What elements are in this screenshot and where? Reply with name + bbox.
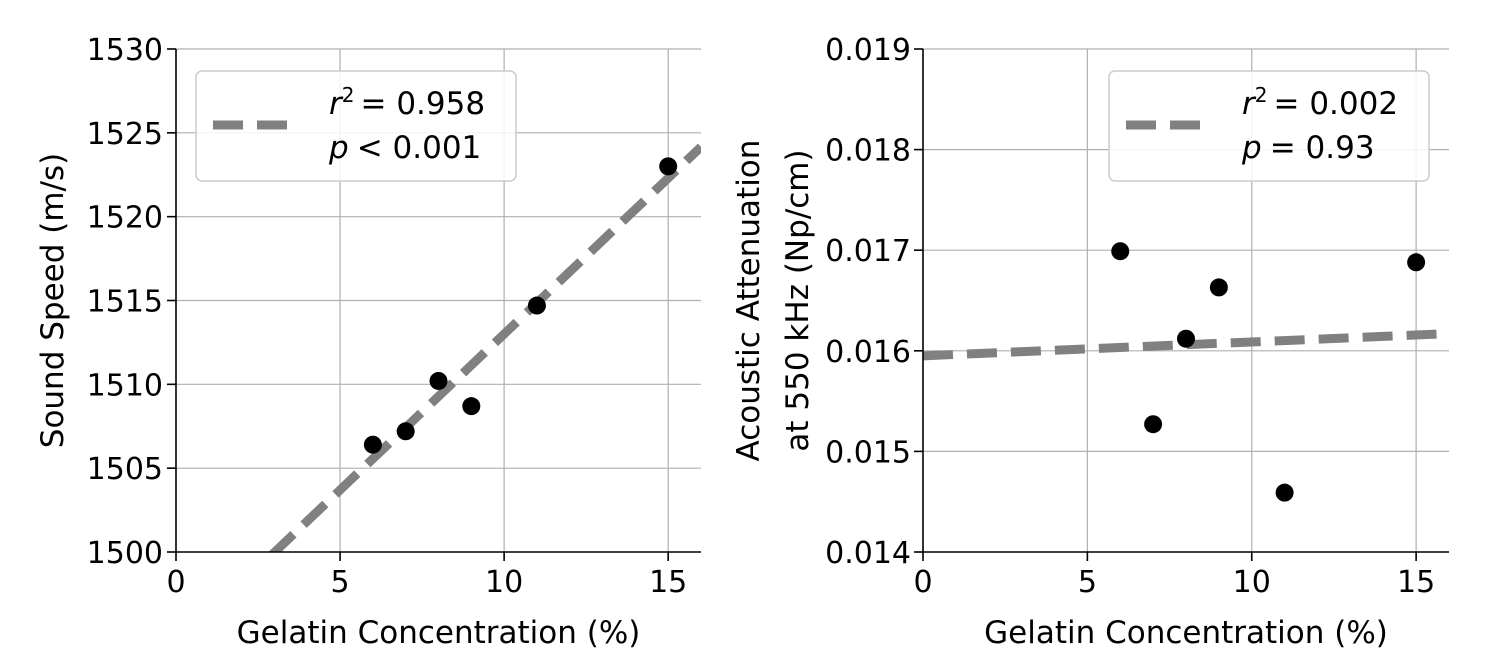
x-tick-label: 10 — [485, 565, 523, 600]
y-tick-label: 1530 — [87, 33, 163, 68]
data-point — [1407, 253, 1426, 272]
x-tick-label: 0 — [166, 565, 185, 600]
x-tick-label: 5 — [331, 565, 350, 600]
y-tick-label: 1505 — [87, 452, 163, 487]
data-point — [396, 422, 415, 441]
x-tick-label: 0 — [913, 565, 932, 600]
chart-2: 0 5 10 15 0.014 0.015 0.016 0.017 0.018 0.019 Gela… — [731, 33, 1449, 651]
data-point — [1111, 242, 1130, 261]
legend-frame — [195, 70, 517, 182]
y-axis-label: Acoustic Attenuation — [731, 140, 767, 462]
legend: r2 = 0.002 p = 0.93 — [1108, 70, 1430, 182]
data-point — [1177, 329, 1195, 348]
legend: r2 = 0.958 p < 0.001 — [195, 70, 517, 182]
data-point — [527, 296, 546, 315]
y-tick-label: 0.017 — [825, 234, 911, 269]
data-point — [659, 157, 678, 176]
y-tick-label: 0.019 — [825, 33, 911, 68]
y-tick-label: 1515 — [87, 285, 163, 320]
y-tick-label: 0.014 — [825, 536, 911, 571]
x-tick-label: 10 — [1233, 565, 1271, 600]
y-tick-label: 0.016 — [825, 335, 911, 370]
x-tick-label: 5 — [1078, 565, 1097, 600]
y-tick-label: 1510 — [87, 368, 163, 403]
data-point — [462, 397, 481, 416]
legend-frame — [1108, 70, 1430, 182]
x-axis-label: Gelatin Concentration (%) — [237, 615, 641, 651]
legend-r2: r2 = 0.002 — [1242, 83, 1398, 122]
x-axis-label: Gelatin Concentration (%) — [984, 615, 1388, 651]
legend-p: p = 0.93 — [1241, 130, 1375, 166]
y-axis-label: at 550 kHz (Np/cm) — [780, 149, 816, 451]
x-tick-label: 15 — [649, 565, 687, 600]
y-axis-label: Sound Speed (m/s) — [35, 153, 71, 448]
y-tick-label: 0.018 — [825, 134, 911, 169]
data-point — [1275, 483, 1294, 502]
legend-p: p < 0.001 — [328, 130, 481, 166]
fit-line — [268, 143, 701, 552]
data-point — [429, 371, 448, 390]
data-point — [363, 435, 382, 454]
legend-r2: r2 = 0.958 — [329, 83, 485, 122]
data-point — [1209, 278, 1228, 297]
y-tick-label: 0.015 — [825, 435, 911, 470]
data-point — [1144, 415, 1163, 434]
y-tick-label: 1520 — [87, 201, 163, 236]
y-tick-label: 1500 — [87, 536, 163, 571]
y-tick-label: 1525 — [87, 117, 163, 152]
x-tick-label: 15 — [1397, 565, 1435, 600]
chart-1: 0 5 10 15 1500 1505 1510 1515 1520 1525 1530 Gelati… — [35, 33, 701, 651]
